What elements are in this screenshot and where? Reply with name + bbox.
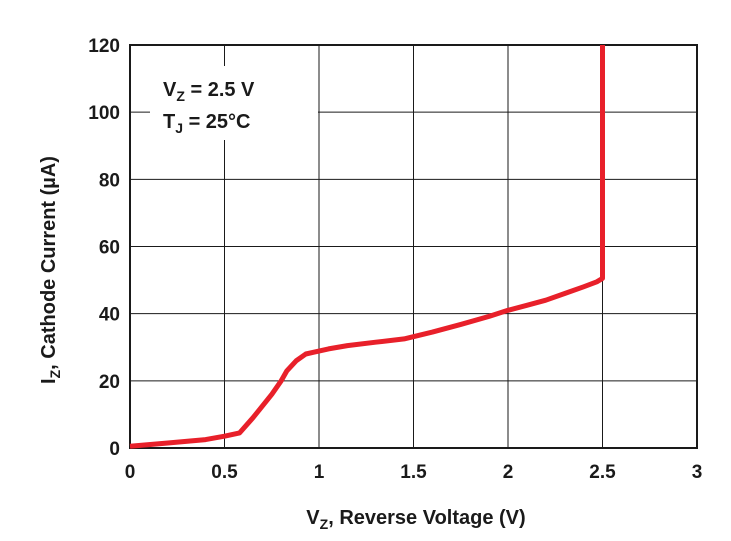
plot-frame (129, 44, 698, 449)
x-tick-label: 2 (503, 462, 514, 483)
series-line-iz-vs-vz (129, 45, 605, 449)
y-axis-ticks: 0 20 40 60 80 100 120 (88, 36, 120, 460)
x-axis-ticks: 0 0.5 1 1.5 2 2.5 3 (125, 462, 703, 483)
x-tick-label: 0 (125, 462, 136, 483)
y-tick-label: 40 (99, 305, 120, 326)
x-tick-label: 2.5 (589, 462, 616, 483)
annotation-vz: VZ = 2.5 V (163, 79, 255, 104)
x-tick-label: 1 (314, 462, 325, 483)
y-tick-label: 100 (88, 103, 120, 124)
y-axis-title: IZ, Cathode Current (µA) (38, 156, 63, 384)
x-tick-label: 0.5 (211, 462, 238, 483)
y-tick-label: 120 (88, 36, 120, 57)
annotation-tj: TJ = 25°C (163, 111, 251, 136)
y-tick-label: 80 (99, 170, 120, 191)
y-tick-label: 60 (99, 238, 120, 259)
x-axis-title: VZ, Reverse Voltage (V) (306, 507, 525, 532)
x-tick-label: 3 (692, 462, 703, 483)
y-tick-label: 0 (109, 439, 120, 460)
annotation-background (150, 66, 318, 140)
x-tick-label: 1.5 (400, 462, 427, 483)
y-tick-label: 20 (99, 372, 120, 393)
